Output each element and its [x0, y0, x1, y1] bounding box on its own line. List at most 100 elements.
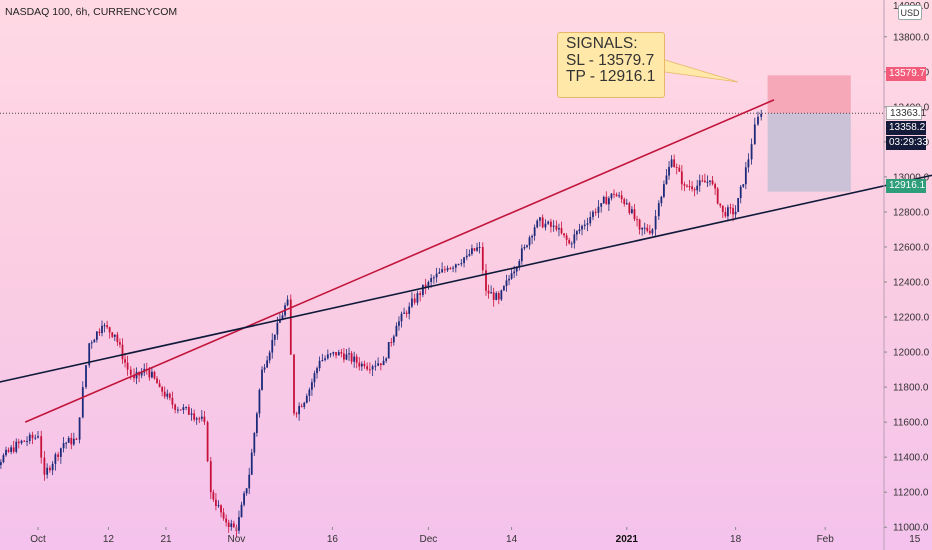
- candle-body: [701, 180, 704, 182]
- candle-body: [305, 395, 308, 403]
- channel-top-line: [24, 99, 775, 423]
- candle-body: [300, 406, 303, 408]
- candle-body: [597, 206, 600, 213]
- candle-body: [709, 180, 711, 182]
- candle-body: [163, 391, 166, 397]
- candle-body: [337, 352, 340, 356]
- candle-body: [363, 363, 366, 367]
- candle-body: [2, 455, 5, 463]
- candle-body: [98, 331, 101, 334]
- candle-body: [392, 336, 395, 343]
- y-tick-label: 13800.0: [893, 32, 930, 43]
- candle-body: [760, 113, 763, 117]
- candle-body: [108, 327, 111, 333]
- candle-body: [140, 372, 143, 376]
- candle-body: [641, 227, 644, 230]
- candle-body: [273, 334, 276, 340]
- candle-body: [539, 217, 541, 221]
- candle-body: [111, 332, 114, 337]
- candle-body: [355, 356, 358, 363]
- candle-body: [28, 434, 31, 441]
- candle-body: [379, 363, 382, 366]
- candle-body: [371, 366, 374, 370]
- candle-body: [721, 205, 724, 212]
- candle-body: [678, 167, 681, 172]
- candle-body: [533, 227, 536, 236]
- candle-body: [222, 512, 225, 519]
- candle-body: [7, 449, 10, 452]
- candle-body: [303, 402, 306, 407]
- candle-body: [182, 407, 185, 411]
- y-tick-label: 13000.0: [893, 172, 930, 183]
- candle-body: [54, 454, 57, 464]
- candle-body: [311, 382, 313, 390]
- candle-body: [711, 180, 714, 185]
- candle-body: [528, 237, 531, 246]
- candle-body: [78, 417, 81, 440]
- candle-body: [555, 225, 558, 230]
- candle-body: [628, 203, 631, 214]
- candle-body: [113, 334, 116, 337]
- candle-body: [732, 208, 734, 215]
- candle-body: [34, 437, 37, 439]
- price-label-sl: 13579.7: [886, 67, 926, 81]
- symbol-title: NASDAQ 100, 6h, CURRENCYCOM: [5, 6, 178, 18]
- candle-body: [203, 416, 206, 423]
- x-tick-label: 16: [327, 534, 339, 545]
- candle-body: [382, 360, 385, 366]
- candle-body: [133, 374, 135, 379]
- candle-body: [691, 186, 693, 190]
- candle-body: [93, 339, 96, 343]
- candle-body: [408, 306, 411, 314]
- price-label-last: 13363.1: [886, 106, 926, 120]
- candle-body: [295, 413, 298, 415]
- candle-body: [148, 369, 151, 378]
- candle-body: [454, 264, 457, 268]
- price-label-tp: 12916.1: [886, 179, 926, 193]
- candle-body: [602, 196, 605, 204]
- candle-body: [657, 203, 660, 217]
- candle-body: [648, 230, 651, 234]
- candle-body: [449, 267, 452, 269]
- candle-body: [441, 269, 444, 273]
- candle-body: [230, 523, 233, 527]
- candle-body: [673, 159, 676, 167]
- candle-body: [279, 319, 281, 323]
- candle-body: [586, 223, 589, 225]
- candle-body: [583, 224, 586, 226]
- currency-button[interactable]: USD: [898, 5, 922, 20]
- candle-body: [26, 440, 28, 442]
- y-tick-label: 11200.0: [893, 488, 929, 499]
- candle-body: [613, 193, 615, 195]
- candle-body: [48, 467, 51, 471]
- candle-body: [663, 184, 665, 197]
- candle-body: [258, 389, 261, 414]
- candle-body: [324, 358, 326, 360]
- candle-body: [281, 315, 284, 320]
- candle-body: [610, 193, 613, 199]
- candle-body: [185, 407, 188, 409]
- candle-body: [232, 523, 235, 528]
- candle-body: [40, 436, 43, 458]
- candle-body: [520, 248, 523, 262]
- candle-body: [492, 292, 495, 300]
- signals-tp: TP - 12916.1: [566, 68, 656, 85]
- candle-body: [468, 253, 471, 256]
- candle-body: [395, 325, 398, 337]
- candle-body: [190, 413, 193, 415]
- candle-body: [31, 434, 34, 439]
- candle-body: [670, 159, 673, 167]
- candle-body: [20, 440, 23, 444]
- candle-body: [589, 217, 592, 224]
- candle-body: [168, 393, 171, 398]
- x-tick-label: Feb: [817, 534, 835, 545]
- candle-body: [714, 184, 717, 189]
- candle-body: [243, 493, 245, 505]
- price-label-current: 13358.2: [886, 121, 926, 135]
- candle-body: [422, 284, 424, 295]
- candle-body: [544, 223, 547, 228]
- candle-body: [515, 267, 518, 272]
- candle-body: [683, 184, 686, 186]
